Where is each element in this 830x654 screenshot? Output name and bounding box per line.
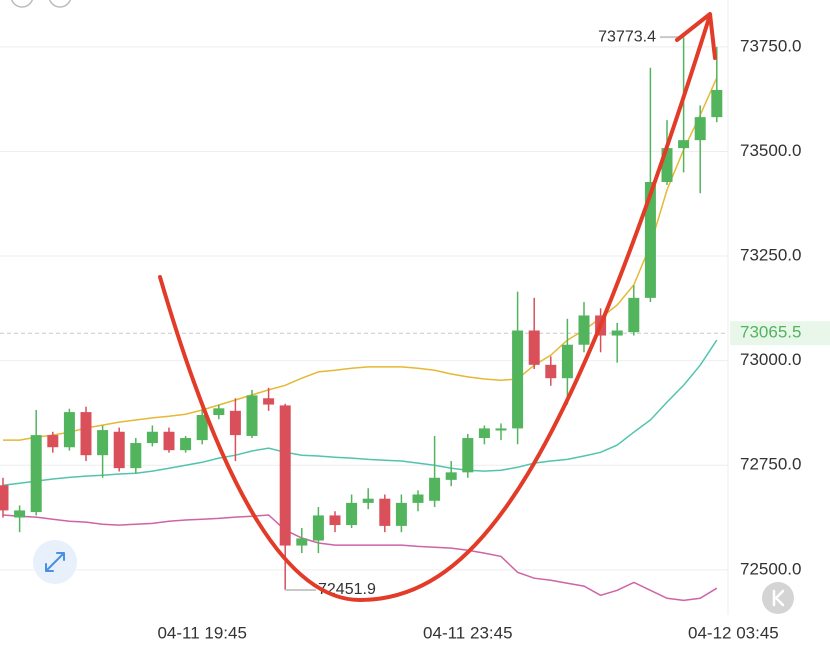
top-icon[interactable]: [48, 0, 72, 8]
candle-body: [279, 405, 291, 546]
candle-body: [196, 415, 208, 441]
candle-body: [30, 435, 42, 513]
last-price-box: [730, 321, 830, 346]
candle-body: [395, 502, 407, 526]
y-tick-label: 73250.0: [740, 246, 801, 265]
candle-body: [644, 181, 656, 298]
candle-body: [462, 438, 474, 473]
candle-body: [246, 395, 258, 436]
candle-body: [495, 428, 507, 431]
candle-body: [694, 117, 706, 141]
candle-body: [113, 431, 125, 469]
ma-line: [2, 514, 718, 602]
y-tick-label: 73000.0: [740, 350, 801, 369]
top-icon[interactable]: [10, 0, 34, 8]
x-tick-label: 04-11 23:45: [423, 623, 512, 642]
ma-line: [2, 339, 718, 487]
candle-body: [628, 297, 640, 333]
candle-body: [661, 148, 673, 182]
candle-body: [312, 515, 324, 541]
candle-body: [80, 412, 92, 456]
candle-body: [611, 330, 623, 336]
candle-body: [545, 364, 557, 379]
y-tick-label: 72750.0: [740, 455, 801, 474]
max-label: 73773.4: [598, 28, 656, 45]
candle-body: [180, 438, 192, 451]
y-tick-label: 73500.0: [740, 141, 801, 160]
candle-body: [229, 410, 241, 436]
candle-body: [47, 435, 59, 448]
candle-body: [445, 472, 457, 480]
candle-body: [329, 515, 341, 526]
candle-body: [528, 330, 540, 365]
candle-body: [678, 140, 690, 149]
candle-body: [14, 510, 26, 518]
last-price-label: 73065.5: [740, 323, 801, 342]
drawn-arrowhead: [675, 12, 717, 60]
y-tick-label: 73750.0: [740, 36, 801, 55]
k-button[interactable]: [762, 582, 794, 614]
candle-body: [478, 428, 490, 439]
candle-body: [0, 485, 9, 511]
candle-body: [63, 412, 75, 448]
y-tick-label: 72500.0: [740, 559, 801, 578]
candle-body: [163, 431, 175, 451]
candle-body: [379, 498, 391, 526]
candle-body: [429, 477, 441, 501]
candle-body: [263, 398, 275, 405]
candle-body: [578, 315, 590, 345]
candle-body: [362, 498, 374, 503]
candle-body: [512, 330, 524, 429]
candle-body: [97, 430, 109, 456]
candle-body: [146, 431, 158, 444]
candle-body: [561, 344, 573, 379]
candle-body: [130, 443, 142, 469]
candle-body: [296, 538, 308, 546]
candle-body: [213, 408, 225, 416]
x-tick-label: 04-11 19:45: [157, 623, 246, 642]
candle-body: [346, 502, 358, 526]
min-label: 72451.9: [318, 581, 376, 598]
ma-line: [3, 77, 718, 441]
expand-button[interactable]: [33, 540, 77, 584]
drawn-arc: [158, 13, 712, 603]
candle-body: [412, 494, 424, 503]
x-tick-label: 04-12 03:45: [688, 623, 779, 642]
candle-body: [711, 89, 723, 118]
